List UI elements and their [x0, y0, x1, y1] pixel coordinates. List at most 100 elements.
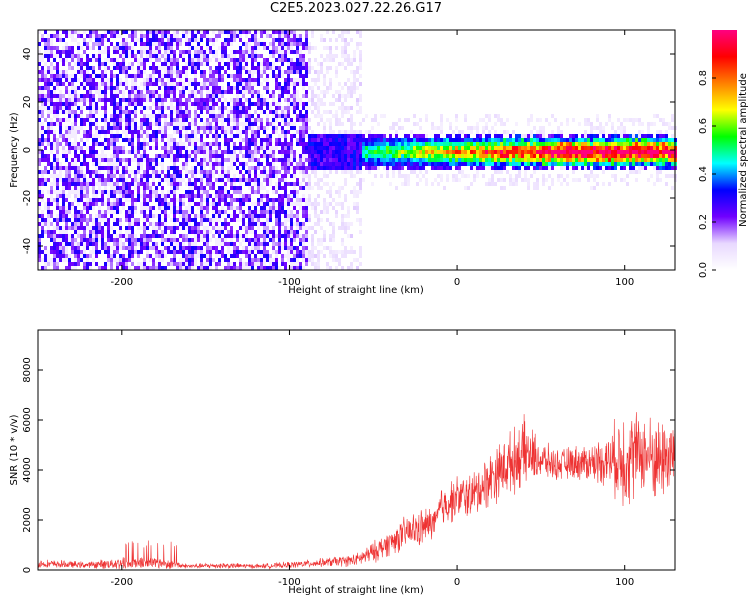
- spectrogram-cell: [281, 114, 284, 118]
- spectrogram-cell: [185, 222, 188, 226]
- spectrogram-cell: [257, 46, 260, 50]
- spectrogram-cell: [119, 262, 122, 266]
- spectrogram-cell: [401, 166, 404, 170]
- spectrogram-cell: [134, 74, 137, 78]
- spectrogram-cell: [95, 126, 98, 130]
- spectrogram-cell: [44, 250, 47, 254]
- spectrogram-cell: [38, 182, 41, 186]
- spectrogram-cell: [62, 74, 65, 78]
- spectrogram-cell: [206, 98, 209, 102]
- spectrogram-cell: [86, 34, 89, 38]
- spectrogram-cell: [137, 190, 140, 194]
- spectrogram-cell: [74, 254, 77, 258]
- spectrogram-cell: [395, 166, 398, 170]
- spectrogram-cell: [185, 98, 188, 102]
- spectrogram-cell: [107, 166, 110, 170]
- spectrogram-cell: [89, 78, 92, 82]
- spectrogram-cell: [299, 198, 302, 202]
- spectrogram-cell: [191, 158, 194, 162]
- spectrogram-cell: [131, 254, 134, 258]
- spectrogram-cell: [62, 206, 65, 210]
- spectrogram-cell: [143, 198, 146, 202]
- spectrogram-cell: [260, 138, 263, 142]
- spectrogram-cell: [38, 62, 41, 66]
- spectrogram-cell: [158, 74, 161, 78]
- spectrogram-cell: [281, 134, 284, 138]
- spectrogram-cell: [47, 46, 50, 50]
- spectrogram-cell: [200, 210, 203, 214]
- spectrogram-cell: [128, 194, 131, 198]
- spectrogram-cell: [170, 118, 173, 122]
- spectrogram-cell: [155, 174, 158, 178]
- spectrogram-cell: [230, 238, 233, 242]
- spectrogram-cell: [137, 226, 140, 230]
- spectrogram-cell: [197, 178, 200, 182]
- spectrogram-cell: [122, 110, 125, 114]
- spectrogram-cell: [317, 214, 320, 218]
- spectrogram-cell: [227, 178, 230, 182]
- spectrogram-cell: [281, 154, 284, 158]
- spectrogram-cell: [182, 162, 185, 166]
- spectrogram-cell: [161, 114, 164, 118]
- spectrogram-cell: [164, 230, 167, 234]
- spectrogram-cell: [137, 262, 140, 266]
- spectrogram-cell: [50, 122, 53, 126]
- spectrogram-cell: [218, 218, 221, 222]
- spectrogram-cell: [161, 82, 164, 86]
- spectrogram-cell: [248, 50, 251, 54]
- spectrogram-cell: [56, 178, 59, 182]
- spectrogram-cell: [170, 166, 173, 170]
- spectrogram-cell: [53, 262, 56, 266]
- spectrogram-cell: [191, 82, 194, 86]
- spectrogram-cell: [287, 30, 290, 34]
- spectrogram-cell: [221, 174, 224, 178]
- spectrogram-cell: [173, 110, 176, 114]
- spectrogram-cell: [275, 234, 278, 238]
- spectrogram-cell: [173, 178, 176, 182]
- spectrogram-cell: [359, 154, 362, 158]
- spectrogram-cell: [299, 242, 302, 246]
- spectrogram-cell: [209, 174, 212, 178]
- spectrogram-cell: [143, 62, 146, 66]
- spectrogram-cell: [437, 146, 440, 150]
- spectrogram-cell: [92, 178, 95, 182]
- spectrogram-cell: [278, 158, 281, 162]
- spectrogram-cell: [239, 74, 242, 78]
- spectrogram-cell: [185, 190, 188, 194]
- spectrogram-cell: [269, 166, 272, 170]
- spectrogram-cell: [191, 58, 194, 62]
- spectrogram-cell: [89, 74, 92, 78]
- spectrogram-cell: [68, 186, 71, 190]
- spectrogram-cell: [74, 154, 77, 158]
- spectrogram-cell: [224, 42, 227, 46]
- spectrogram-cell: [341, 46, 344, 50]
- spectrogram-cell: [446, 158, 449, 162]
- spectrogram-cell: [269, 66, 272, 70]
- spectrogram-cell: [215, 126, 218, 130]
- spectrogram-cell: [104, 102, 107, 106]
- spectrogram-cell: [281, 210, 284, 214]
- spectrogram-cell: [185, 170, 188, 174]
- spectrogram-cell: [182, 66, 185, 70]
- spectrogram-cell: [416, 174, 419, 178]
- spectrogram-cell: [191, 46, 194, 50]
- spectrogram-cell: [128, 162, 131, 166]
- spectrogram-cell: [323, 46, 326, 50]
- spectrogram-cell: [266, 158, 269, 162]
- spectrogram-cell: [104, 262, 107, 266]
- spectrogram-cell: [188, 134, 191, 138]
- spectrogram-cell: [458, 166, 461, 170]
- spectrogram-cell: [173, 210, 176, 214]
- spectrogram-cell: [272, 230, 275, 234]
- spectrogram-cell: [59, 102, 62, 106]
- spectrogram-cell: [371, 162, 374, 166]
- spectrogram-cell: [149, 246, 152, 250]
- spectrogram-cell: [287, 230, 290, 234]
- spectrogram-cell: [86, 166, 89, 170]
- spectrogram-cell: [56, 174, 59, 178]
- spectrogram-cell: [440, 138, 443, 142]
- spectrogram-cell: [470, 146, 473, 150]
- spectrogram-cell: [146, 214, 149, 218]
- spectrogram-cell: [140, 98, 143, 102]
- spectrogram-cell: [239, 134, 242, 138]
